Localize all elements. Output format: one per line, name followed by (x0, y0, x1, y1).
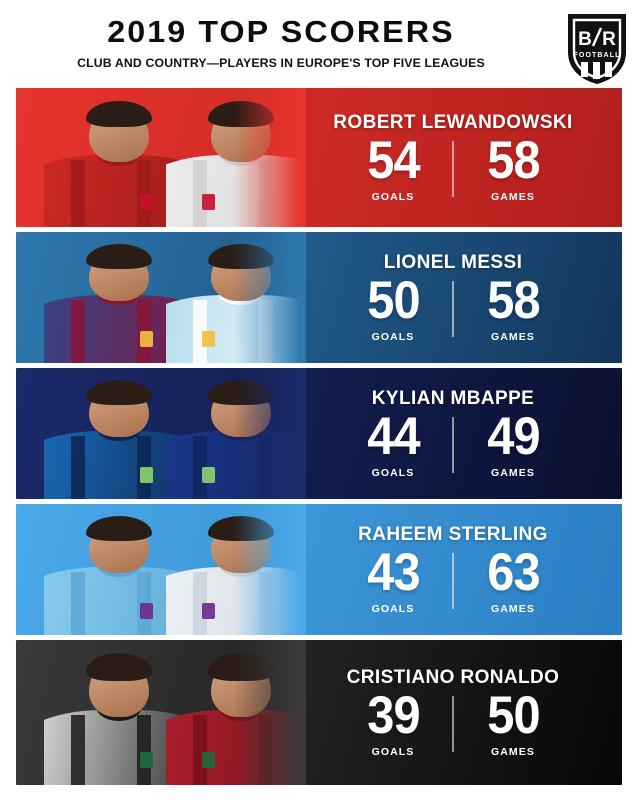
stat-numbers: 54 GOALS 58 GAMES (334, 131, 572, 203)
player-name: KYLIAN MBAPPE (371, 388, 535, 410)
stat-goals: 44 GOALS (334, 407, 452, 479)
player-row[interactable]: KYLIAN MBAPPE 44 GOALS 49 GAMES (16, 368, 622, 499)
stat-divider (452, 696, 454, 753)
games-label: GAMES (490, 466, 535, 479)
player-row[interactable]: CRISTIANO RONALDO 39 GOALS 50 GAMES (16, 640, 622, 785)
games-value: 58 (486, 131, 540, 191)
player-name: CRISTIANO RONALDO (346, 667, 560, 689)
player-row[interactable]: LIONEL MESSI 50 GOALS 58 GAMES (16, 232, 622, 363)
player-photo-collage (16, 232, 306, 363)
goals-value: 54 (366, 131, 420, 191)
player-name: RAHEEM STERLING (358, 524, 548, 546)
player-photo-collage (16, 640, 306, 785)
player-stats-block: KYLIAN MBAPPE 44 GOALS 49 GAMES (292, 368, 622, 499)
goals-label: GOALS (371, 602, 415, 615)
stat-goals: 43 GOALS (334, 543, 452, 615)
games-label: GAMES (490, 330, 535, 343)
goals-label: GOALS (371, 330, 415, 343)
games-label: GAMES (490, 745, 535, 758)
stat-divider (452, 417, 454, 474)
games-label: GAMES (490, 190, 535, 203)
player-stats-block: RAHEEM STERLING 43 GOALS 63 GAMES (292, 504, 622, 635)
page-subtitle: CLUB AND COUNTRY—PLAYERS IN EUROPE'S TOP… (77, 55, 485, 70)
svg-text:R: R (602, 29, 616, 50)
games-value: 49 (486, 407, 540, 467)
games-value: 50 (486, 686, 540, 746)
svg-text:FOOTBALL: FOOTBALL (574, 52, 621, 59)
player-photo-collage (16, 368, 306, 499)
goals-value: 44 (366, 407, 420, 467)
stat-games: 63 GAMES (454, 543, 572, 615)
games-label: GAMES (490, 602, 535, 615)
goals-label: GOALS (371, 745, 415, 758)
infographic-header: 2019 TOP SCORERS CLUB AND COUNTRY—PLAYER… (0, 0, 640, 88)
photo-gradient-fade (234, 368, 306, 499)
goals-value: 43 (366, 543, 420, 603)
player-name: ROBERT LEWANDOWSKI (333, 112, 573, 134)
player-photo-collage (16, 88, 306, 227)
photo-gradient-fade (234, 88, 306, 227)
stat-numbers: 39 GOALS 50 GAMES (334, 686, 572, 758)
photo-gradient-fade (234, 504, 306, 635)
player-stats-block: CRISTIANO RONALDO 39 GOALS 50 GAMES (292, 640, 622, 785)
stat-numbers: 50 GOALS 58 GAMES (334, 271, 572, 343)
games-value: 58 (486, 271, 540, 331)
stat-games: 58 GAMES (454, 271, 572, 343)
stat-divider (452, 281, 454, 338)
page-title: 2019 TOP SCORERS (107, 14, 455, 49)
player-row[interactable]: ROBERT LEWANDOWSKI 54 GOALS 58 GAMES (16, 88, 622, 227)
stat-divider (452, 141, 454, 198)
photo-gradient-fade (234, 232, 306, 363)
games-value: 63 (486, 543, 540, 603)
player-stats-block: LIONEL MESSI 50 GOALS 58 GAMES (292, 232, 622, 363)
stat-numbers: 43 GOALS 63 GAMES (334, 543, 572, 615)
photo-gradient-fade (234, 640, 306, 785)
player-name: LIONEL MESSI (383, 252, 523, 274)
goals-value: 39 (366, 686, 420, 746)
goals-label: GOALS (371, 190, 415, 203)
player-rows: ROBERT LEWANDOWSKI 54 GOALS 58 GAMES (16, 88, 622, 785)
stat-games: 49 GAMES (454, 407, 572, 479)
svg-text:B: B (578, 29, 592, 50)
goals-value: 50 (366, 271, 420, 331)
stat-goals: 54 GOALS (334, 131, 452, 203)
player-photo-collage (16, 504, 306, 635)
player-stats-block: ROBERT LEWANDOWSKI 54 GOALS 58 GAMES (292, 88, 622, 227)
stat-games: 58 GAMES (454, 131, 572, 203)
stat-goals: 50 GOALS (334, 271, 452, 343)
header-text-block: 2019 TOP SCORERS CLUB AND COUNTRY—PLAYER… (0, 15, 562, 70)
stat-divider (452, 553, 454, 610)
br-football-shield-logo: B R FOOTBALL (566, 12, 628, 86)
stat-games: 50 GAMES (454, 686, 572, 758)
goals-label: GOALS (371, 466, 415, 479)
stat-numbers: 44 GOALS 49 GAMES (334, 407, 572, 479)
player-row[interactable]: RAHEEM STERLING 43 GOALS 63 GAMES (16, 504, 622, 635)
stat-goals: 39 GOALS (334, 686, 452, 758)
